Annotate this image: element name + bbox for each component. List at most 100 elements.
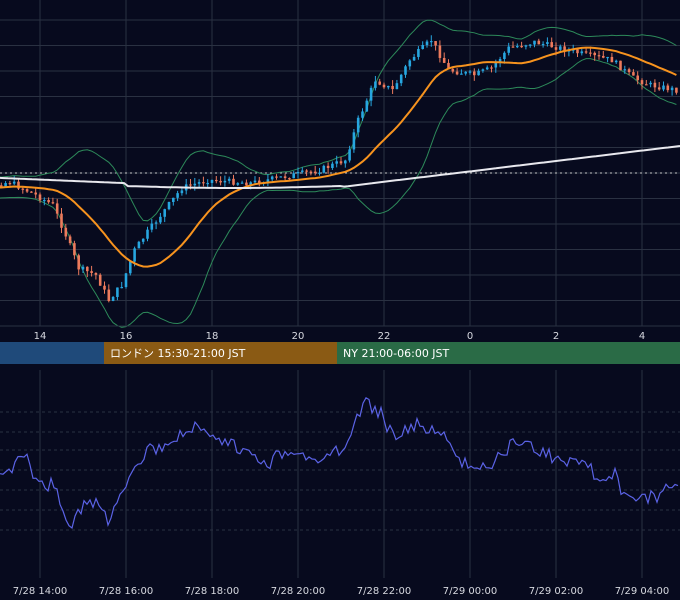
candle-body (597, 55, 601, 57)
candle-body (344, 160, 347, 164)
session-block-0 (0, 342, 104, 364)
candle-body (73, 243, 76, 256)
candle-body (645, 84, 648, 86)
candle-body (404, 66, 407, 75)
candle-body (124, 273, 128, 287)
price-tick-label: 0 (467, 331, 473, 342)
session-label-1: ロンドン 15:30-21:00 JST (110, 347, 246, 360)
candle-body (550, 42, 553, 48)
candle-body (541, 43, 545, 46)
candle-body (434, 41, 437, 46)
bollinger-upper (0, 19, 677, 222)
candle-body (473, 71, 476, 76)
price-tick-label: 16 (120, 331, 133, 342)
candle-body (25, 189, 29, 192)
candle-body (464, 71, 467, 74)
candle-body (197, 182, 201, 184)
candle-body (412, 56, 416, 61)
price-tick-label: 4 (639, 331, 645, 342)
candle-body (8, 183, 12, 185)
candle-body (275, 176, 278, 178)
candle-body (12, 181, 16, 184)
candle-body (81, 266, 85, 270)
candle-body (623, 69, 627, 71)
moving-average-white (0, 145, 680, 189)
candle-body (468, 71, 472, 73)
candle-body (236, 183, 240, 185)
indicator-tick-label: 7/29 00:00 (443, 586, 497, 597)
candle-body (296, 171, 300, 174)
candle-body (43, 199, 46, 202)
candle-body (249, 182, 252, 186)
candle-body (180, 190, 184, 194)
candle-body (524, 45, 528, 47)
candle-body (193, 183, 197, 186)
candle-body (399, 74, 403, 84)
candle-body (137, 241, 141, 249)
candle-body (146, 229, 149, 239)
candle-body (666, 85, 670, 91)
candle-body (270, 176, 274, 180)
candle-body (30, 191, 33, 193)
candle-body (490, 67, 493, 69)
candle-body (309, 171, 313, 173)
indicator-time-axis: 7/28 14:00 7/28 16:00 7/28 18:00 7/28 20:00… (13, 586, 669, 597)
candle-body (305, 170, 308, 172)
price-pane (0, 0, 680, 328)
candle-body (352, 132, 356, 150)
moving-averages (0, 46, 680, 268)
candle-body (172, 197, 175, 202)
candle-body (60, 213, 63, 228)
indicator-series (0, 396, 679, 530)
candle-body (318, 172, 321, 174)
candle-body (141, 238, 145, 242)
candle-body (511, 46, 515, 48)
candle-body (206, 182, 209, 185)
candle-body (498, 59, 502, 63)
candle-body (154, 222, 158, 224)
indicator-grid (0, 370, 680, 578)
candle-body (120, 286, 123, 289)
candle-body (417, 49, 420, 57)
candle-body (266, 179, 270, 183)
candle-body (111, 296, 115, 301)
candle-body (47, 199, 50, 203)
candle-body (365, 100, 369, 112)
candle-body (675, 87, 678, 93)
candle-body (430, 41, 433, 43)
bollinger-lower (0, 58, 677, 328)
price-tick-label: 22 (378, 331, 391, 342)
session-block-1 (104, 342, 337, 364)
candle-body (98, 274, 102, 286)
candle-body (223, 180, 227, 183)
candle-body (253, 180, 257, 183)
candle-body (610, 56, 614, 63)
candle-body (546, 42, 549, 44)
candle-body (563, 46, 566, 52)
candle-body (619, 60, 622, 71)
candle-body (129, 261, 132, 274)
candle-body (494, 62, 498, 68)
indicator-tick-label: 7/29 02:00 (529, 586, 583, 597)
candle-body (425, 41, 429, 46)
candle-body (4, 183, 7, 187)
candle-body (163, 209, 166, 217)
price-time-axis: 14 16 18 20 22 0 2 4 (0, 325, 680, 342)
indicator-line (0, 396, 679, 530)
candle-body (528, 44, 532, 46)
candle-body (215, 179, 218, 182)
candle-body (292, 173, 295, 179)
candle-body (0, 185, 3, 187)
session-label-2: NY 21:00-06:00 JST (343, 347, 450, 360)
candle-body (64, 227, 68, 237)
candle-body (636, 75, 639, 81)
candle-body (481, 69, 485, 71)
candle-body (516, 45, 519, 48)
candle-body (662, 85, 665, 90)
candle-body (326, 165, 330, 169)
candle-body (507, 46, 510, 53)
candle-body (395, 83, 399, 90)
candle-body (589, 52, 592, 54)
candle-body (451, 68, 455, 72)
price-tick-label: 14 (34, 331, 47, 342)
